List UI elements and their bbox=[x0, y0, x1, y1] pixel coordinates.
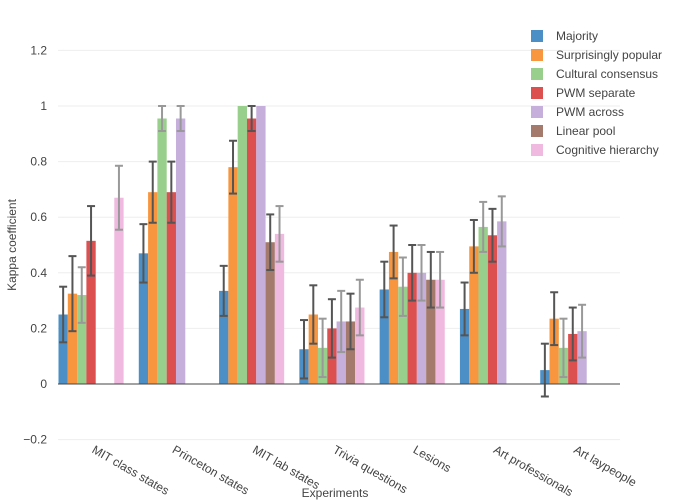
bar bbox=[166, 192, 176, 384]
y-tick-label: 0.8 bbox=[30, 155, 47, 169]
legend-swatch bbox=[531, 106, 543, 118]
legend-swatch bbox=[531, 68, 543, 80]
bar bbox=[157, 118, 167, 384]
bar bbox=[148, 192, 158, 384]
bar bbox=[469, 246, 479, 384]
legend-label: Linear pool bbox=[556, 124, 615, 138]
legend-swatch bbox=[531, 87, 543, 99]
y-axis-title: Kappa coefficient bbox=[5, 198, 19, 291]
legend-swatch bbox=[531, 49, 543, 61]
legend-item[interactable]: Surprisingly popular bbox=[531, 48, 662, 62]
bar bbox=[459, 308, 470, 384]
x-axis-title: Experiments bbox=[302, 486, 369, 500]
legend-item[interactable]: Cultural consensus bbox=[531, 67, 658, 81]
y-tick-label: −0.2 bbox=[23, 433, 47, 447]
bar bbox=[228, 167, 238, 384]
y-tick-label: 1.2 bbox=[30, 43, 47, 57]
bar bbox=[58, 314, 68, 384]
legend-label: PWM separate bbox=[556, 86, 636, 100]
x-tick-label: MIT class states bbox=[90, 442, 172, 497]
bar bbox=[379, 289, 389, 384]
y-tick-label: 1 bbox=[40, 99, 47, 113]
legend-swatch bbox=[531, 125, 543, 137]
bar bbox=[388, 251, 399, 384]
bar bbox=[487, 235, 498, 384]
x-tick-label: Art laypeople bbox=[571, 442, 639, 489]
bar bbox=[265, 242, 275, 384]
legend-item[interactable]: Majority bbox=[531, 29, 598, 43]
bar bbox=[274, 233, 285, 384]
bar bbox=[114, 197, 124, 384]
bar bbox=[308, 314, 318, 384]
bar bbox=[497, 221, 507, 384]
legend-item[interactable]: PWM separate bbox=[531, 86, 636, 100]
bar bbox=[175, 118, 186, 384]
bar bbox=[355, 307, 365, 384]
x-tick-label: Art professionals bbox=[491, 442, 575, 499]
bar bbox=[86, 240, 96, 384]
bar bbox=[138, 253, 149, 384]
bar bbox=[435, 279, 445, 384]
error-bars bbox=[59, 105, 587, 398]
bar bbox=[219, 290, 229, 384]
bar bbox=[407, 272, 417, 384]
y-tick-label: 0 bbox=[40, 377, 47, 391]
legend-label: PWM across bbox=[556, 105, 624, 119]
bar bbox=[426, 279, 436, 384]
bar bbox=[237, 106, 247, 384]
bar bbox=[549, 318, 559, 384]
x-tick-label: Princeton states bbox=[170, 442, 252, 497]
legend-label: Cognitive hierarchy bbox=[556, 143, 659, 157]
y-tick-label: 0.6 bbox=[30, 210, 47, 224]
x-tick-label: MIT lab states bbox=[250, 442, 322, 492]
legend-swatch bbox=[531, 30, 543, 42]
bar bbox=[77, 295, 87, 384]
y-tick-label: 0.2 bbox=[30, 321, 47, 335]
legend-item[interactable]: Cognitive hierarchy bbox=[531, 143, 659, 157]
y-tick-label: 0.4 bbox=[30, 266, 47, 280]
bar bbox=[246, 118, 257, 384]
legend-item[interactable]: PWM across bbox=[531, 105, 624, 119]
legend-label: Surprisingly popular bbox=[556, 48, 662, 62]
y-tick-labels: −0.2 0 0.2 0.4 0.6 0.8 1 1.2 bbox=[23, 43, 47, 446]
bar bbox=[256, 106, 266, 384]
legend-swatch bbox=[531, 144, 543, 156]
bar bbox=[478, 226, 488, 384]
legend-label: Cultural consensus bbox=[556, 67, 658, 81]
legend-label: Majority bbox=[556, 29, 598, 43]
x-tick-label: Lesions bbox=[411, 442, 454, 475]
bar bbox=[67, 293, 78, 384]
bar bbox=[398, 286, 408, 384]
bar bbox=[345, 321, 356, 384]
legend-item[interactable]: Linear pool bbox=[531, 124, 615, 138]
legend[interactable]: Majority Surprisingly popular Cultural con… bbox=[531, 29, 662, 157]
bar bbox=[416, 272, 427, 384]
